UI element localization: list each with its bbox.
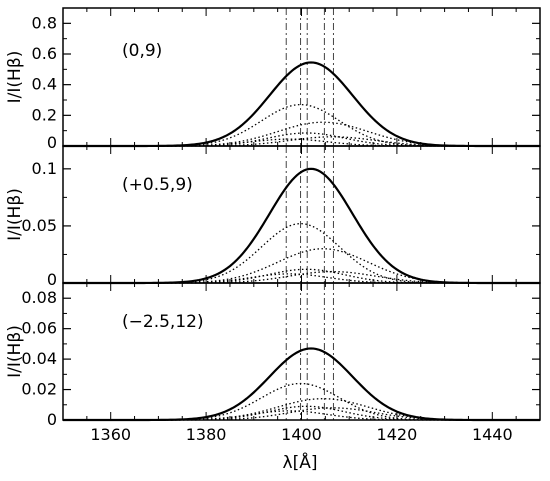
panels: 0 0.2 0.4 0.6 0.8 (0,9) I/I(Hβ) 0 0.05 0.1 (+0.5,9… bbox=[5, 7, 541, 429]
y-tick-label: 0 bbox=[47, 270, 57, 289]
x-tick-label: 1360 bbox=[90, 425, 131, 444]
series-total-line bbox=[63, 347, 540, 422]
y-axis-label: I/I(Hβ) bbox=[5, 325, 25, 378]
y-tick-label: 0.2 bbox=[32, 105, 57, 124]
panel-frame bbox=[62, 145, 541, 284]
panel-label: (−2.5,12) bbox=[122, 312, 204, 332]
y-tick-label: 0 bbox=[47, 133, 57, 152]
y-tick-label: 0.8 bbox=[32, 13, 57, 32]
series-component-line-2 bbox=[63, 398, 540, 421]
panel-2: 0 0.05 0.1 (+0.5,9) I/I(Hβ) bbox=[5, 145, 541, 289]
y-axis-label: I/I(Hβ) bbox=[5, 188, 25, 241]
y-tick-label: 0.08 bbox=[21, 288, 57, 307]
y-tick-label: 0.04 bbox=[21, 349, 57, 368]
y-tick-label: 0.05 bbox=[21, 216, 57, 235]
y-tick-label: 0 bbox=[47, 410, 57, 429]
x-tick-label: 1380 bbox=[186, 425, 227, 444]
panel-label: (+0.5,9) bbox=[122, 175, 193, 195]
y-tick-label: 0.1 bbox=[32, 159, 57, 178]
series-total-line bbox=[63, 61, 540, 148]
x-tick-label: 1420 bbox=[377, 425, 418, 444]
x-axis-label: λ[Å] bbox=[283, 451, 318, 473]
series-component-line-2 bbox=[63, 121, 540, 147]
y-tick-label: 0.6 bbox=[32, 44, 57, 63]
x-tick-label: 1440 bbox=[472, 425, 513, 444]
panel-3: 0 0.02 0.04 0.06 0.08 (−2.5,12) I/I(Hβ) bbox=[5, 282, 541, 429]
y-tick-label: 0.06 bbox=[21, 319, 57, 338]
panel-1: 0 0.2 0.4 0.6 0.8 (0,9) I/I(Hβ) bbox=[5, 7, 541, 152]
series-component-line-1 bbox=[63, 222, 540, 284]
y-axis-label: I/I(Hβ) bbox=[5, 51, 25, 104]
y-tick-label: 0.4 bbox=[32, 75, 57, 94]
y-tick-label: 0.02 bbox=[21, 380, 57, 399]
panel-label: (0,9) bbox=[122, 41, 162, 61]
x-tick-label: 1400 bbox=[281, 425, 322, 444]
